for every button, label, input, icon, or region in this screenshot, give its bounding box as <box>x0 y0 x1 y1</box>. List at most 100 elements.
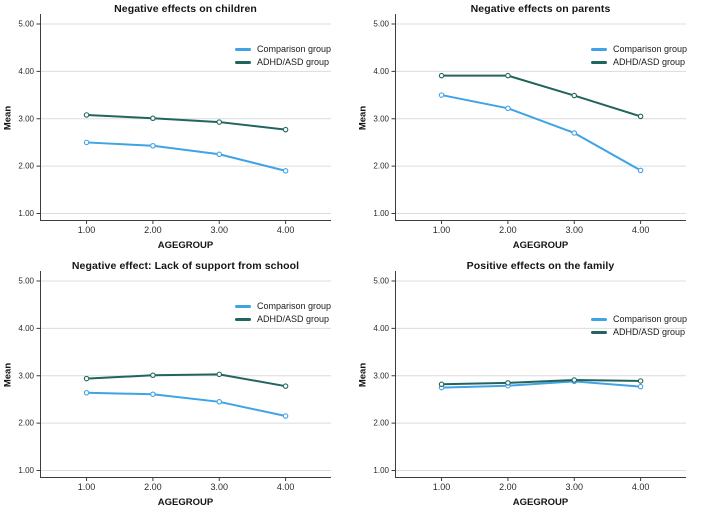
y-tick-label: 5.00 <box>373 277 389 286</box>
legend-label: Comparison group <box>256 44 331 54</box>
y-axis-title: Mean <box>357 362 369 388</box>
data-point-marker <box>637 113 644 120</box>
y-tick-label: 3.00 <box>18 114 34 123</box>
data-point-marker <box>571 377 578 383</box>
data-point-marker <box>571 92 578 99</box>
plot-area-svg: 1.00 2.00 3.00 4.00 5.00 1.00 2.00 3.00 4.00 <box>373 271 686 492</box>
data-point-marker <box>150 115 156 122</box>
chart-title: Negative effect: Lack of support from sc… <box>71 260 300 272</box>
legend: Comparison group ADHD/ASD group <box>234 301 331 325</box>
data-point-marker <box>438 72 445 79</box>
data-point-marker <box>83 112 90 118</box>
x-axis-title: AGEGROUP <box>157 497 214 508</box>
y-tick-label: 1.00 <box>373 466 389 475</box>
legend-swatch-adhd-asd <box>234 61 251 65</box>
data-point-marker <box>83 139 90 146</box>
legend-entry-adhd-asd: ADHD/ASD group <box>590 326 687 338</box>
data-point-marker <box>637 378 644 384</box>
data-point-marker <box>282 383 289 389</box>
chart-title: Negative effects on parents <box>470 3 611 15</box>
chart-title: Positive effects on the family <box>466 260 615 272</box>
y-tick-label: 1.00 <box>373 209 389 218</box>
x-tick-label: 1.00 <box>433 225 451 235</box>
x-tick-label: 1.00 <box>78 482 96 492</box>
legend-entry-comparison: Comparison group <box>234 44 331 55</box>
y-tick-label: 5.00 <box>18 20 34 29</box>
data-point-marker <box>505 72 511 79</box>
y-tick-label: 2.00 <box>373 419 389 428</box>
x-tick-label: 3.00 <box>565 482 583 492</box>
plot-area-svg: 1.00 2.00 3.00 4.00 5.00 1.00 2.00 3.00 4.00 <box>18 271 331 492</box>
chart-negative-effect-lack-of-support-from-school: 1.00 2.00 3.00 4.00 5.00 1.00 2.00 3.00 4.00 Neg… <box>0 257 355 514</box>
plot-area-svg: 1.00 2.00 3.00 4.00 5.00 1.00 2.00 3.00 4.00 <box>373 14 686 235</box>
y-tick-label: 4.00 <box>373 324 389 333</box>
data-point-marker <box>216 399 223 405</box>
series-line-comparison <box>440 380 642 389</box>
legend: Comparison group ADHD/ASD group <box>590 314 687 338</box>
legend-swatch-adhd-asd <box>590 61 607 65</box>
y-axis-title: Mean <box>2 105 14 131</box>
y-tick-label: 2.00 <box>18 162 34 171</box>
legend-entry-comparison: Comparison group <box>234 301 331 312</box>
plot-area-svg: 1.00 2.00 3.00 4.00 5.00 1.00 2.00 3.00 4.00 <box>18 14 331 235</box>
x-tick-label: 2.00 <box>499 225 517 235</box>
y-tick-label: 1.00 <box>18 209 34 218</box>
legend-swatch-comparison <box>234 48 251 52</box>
legend-entry-adhd-asd: ADHD/ASD group <box>590 57 687 68</box>
legend-label: ADHD/ASD group <box>256 56 329 67</box>
legend-swatch-comparison <box>590 48 607 52</box>
x-tick-label: 4.00 <box>277 482 295 492</box>
y-axis-title: Mean <box>2 362 14 388</box>
series-line-adhd-asd <box>440 379 642 386</box>
y-tick-label: 5.00 <box>373 20 389 29</box>
chart-negative-effects-on-parents: 1.00 2.00 3.00 4.00 5.00 1.00 2.00 3.00 4.00 Neg… <box>355 0 711 257</box>
data-point-marker <box>637 383 644 390</box>
y-tick-label: 5.00 <box>18 277 34 286</box>
legend-label: Comparison group <box>256 301 331 311</box>
data-point-marker <box>505 105 511 112</box>
chart-positive-effects-on-the-family: 1.00 2.00 3.00 4.00 5.00 1.00 2.00 3.00 4.00 Pos… <box>355 257 711 514</box>
x-tick-label: 2.00 <box>144 482 162 492</box>
y-tick-label: 1.00 <box>18 466 34 475</box>
y-tick-label: 2.00 <box>18 419 34 428</box>
legend-swatch-comparison <box>234 305 251 309</box>
x-tick-label: 2.00 <box>499 482 517 492</box>
data-point-marker <box>150 143 156 149</box>
legend-label: Comparison group <box>612 314 687 324</box>
legend: Comparison group ADHD/ASD group <box>590 44 687 68</box>
x-axis-title: AGEGROUP <box>512 240 569 251</box>
x-tick-label: 4.00 <box>277 225 295 235</box>
y-axis-title: Mean <box>357 105 369 131</box>
data-point-marker <box>571 130 578 136</box>
data-point-marker <box>150 391 156 397</box>
legend-label: Comparison group <box>612 44 687 54</box>
x-tick-label: 3.00 <box>210 482 228 492</box>
legend-swatch-adhd-asd <box>234 318 251 322</box>
legend-entry-comparison: Comparison group <box>590 314 687 325</box>
legend-entry-adhd-asd: ADHD/ASD group <box>234 56 331 68</box>
data-point-marker <box>282 413 289 419</box>
series-line-adhd-asd <box>85 113 287 131</box>
x-tick-label: 3.00 <box>565 225 583 235</box>
x-axis-title: AGEGROUP <box>157 240 214 251</box>
series-line-adhd-asd <box>85 373 287 388</box>
series-line-comparison <box>440 94 642 172</box>
x-axis-title: AGEGROUP <box>512 497 569 508</box>
legend-entry-adhd-asd: ADHD/ASD group <box>234 314 331 325</box>
x-tick-label: 1.00 <box>78 225 96 235</box>
data-point-marker <box>83 375 90 382</box>
data-point-marker <box>505 380 511 386</box>
data-point-marker <box>216 119 223 125</box>
y-tick-label: 2.00 <box>373 162 389 171</box>
data-point-marker <box>637 167 644 174</box>
legend-label: ADHD/ASD group <box>612 326 685 337</box>
x-tick-label: 4.00 <box>632 225 650 235</box>
y-tick-label: 4.00 <box>18 324 34 333</box>
series-line-comparison <box>85 141 287 172</box>
data-point-marker <box>216 371 223 378</box>
legend-entry-comparison: Comparison group <box>590 44 687 55</box>
data-point-marker <box>216 151 223 158</box>
data-point-marker <box>438 381 445 388</box>
x-tick-label: 4.00 <box>632 482 650 492</box>
